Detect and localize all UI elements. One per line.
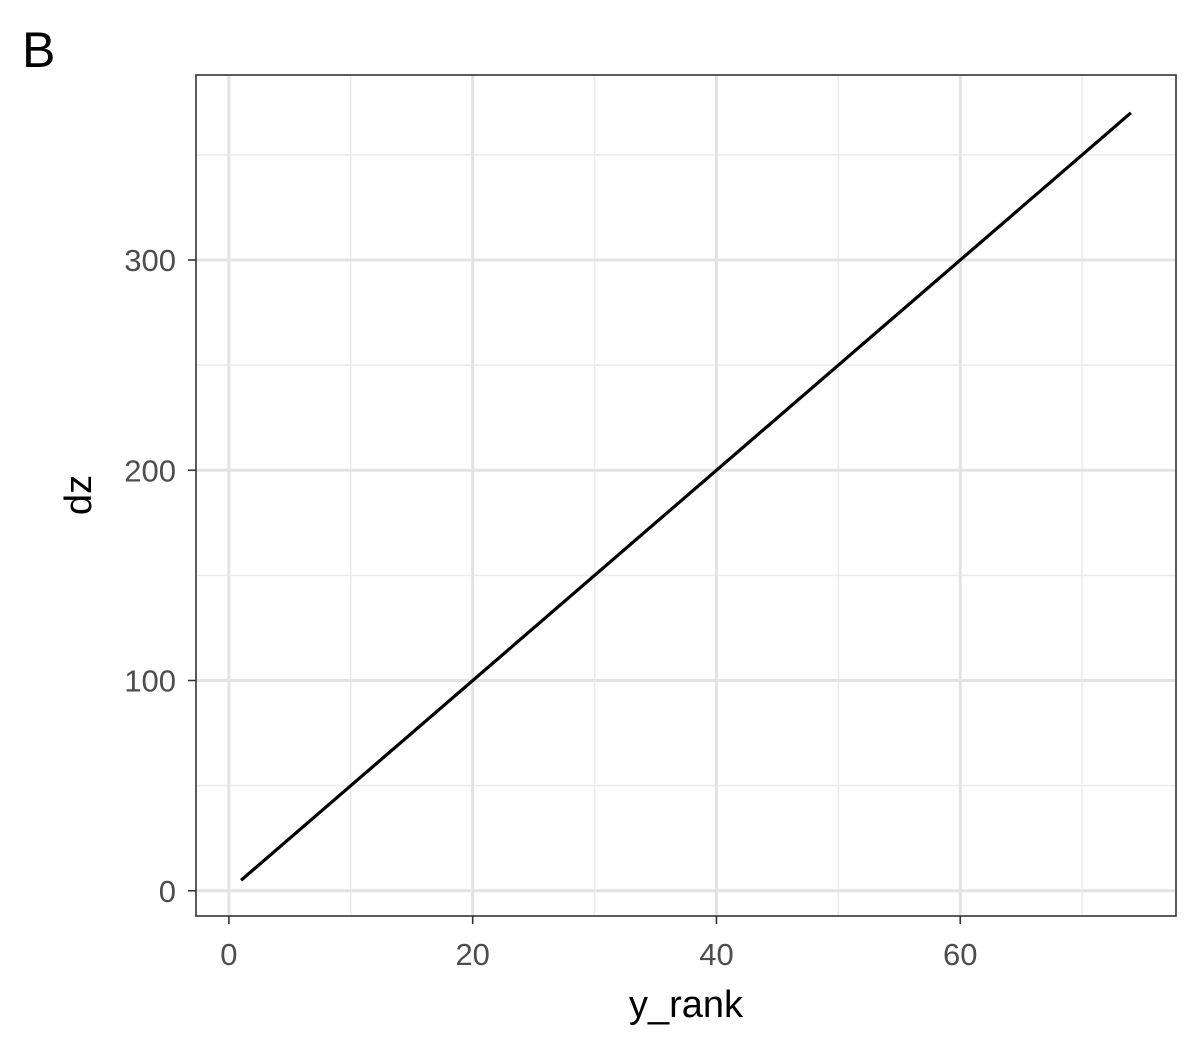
major-gridlines [196, 75, 1176, 916]
y-tick-label: 300 [124, 243, 176, 278]
y-axis: 0 100 200 300 [124, 243, 196, 909]
y-tick-label: 200 [124, 453, 176, 488]
x-axis-title: y_rank [629, 984, 744, 1026]
y-tick-label: 0 [159, 874, 176, 909]
x-tick-label: 40 [699, 937, 733, 972]
data-series [240, 111, 1132, 882]
y-tick-label: 100 [124, 664, 176, 699]
minor-gridlines [196, 75, 1176, 916]
x-tick-label: 0 [220, 937, 237, 972]
plot-panel-border [195, 74, 1177, 917]
x-tick-label: 60 [943, 937, 977, 972]
panel-tag: B [22, 22, 55, 78]
series-line [240, 111, 1132, 882]
y-axis-title: dz [58, 475, 100, 515]
x-tick-label: 20 [455, 937, 489, 972]
x-axis: 0 20 40 60 [220, 916, 977, 972]
